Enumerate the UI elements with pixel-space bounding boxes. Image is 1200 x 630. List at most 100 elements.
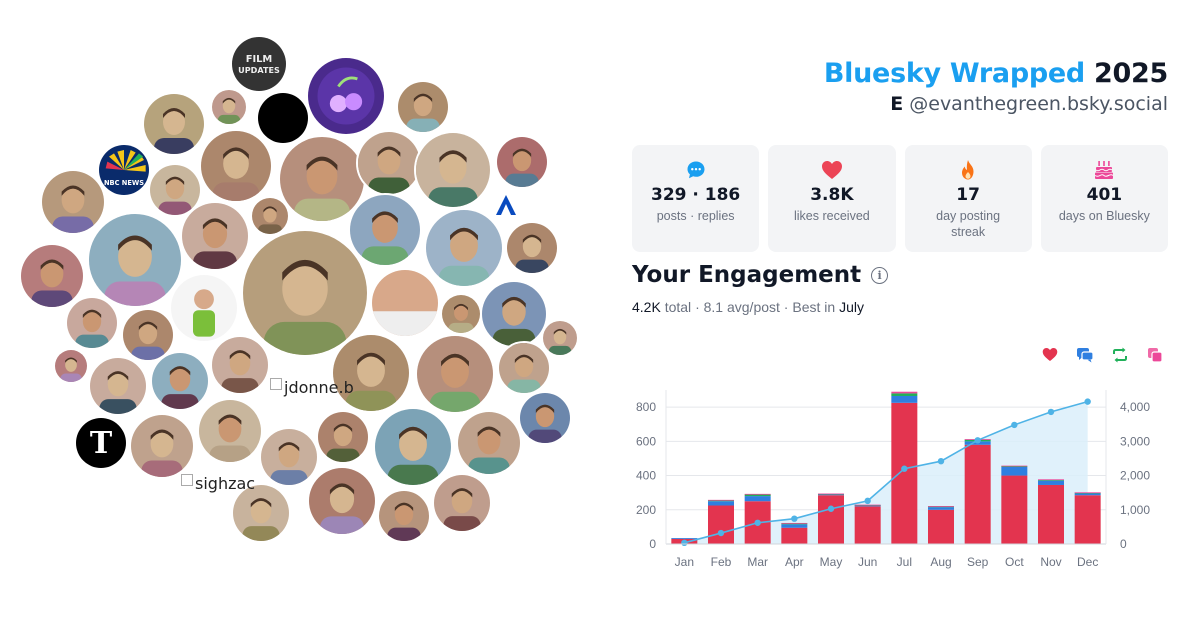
- avatar[interactable]: NBC NEWS: [97, 143, 151, 197]
- avatar[interactable]: [150, 351, 210, 411]
- avatar[interactable]: [348, 193, 422, 267]
- avatar[interactable]: [495, 135, 549, 189]
- stat-label: day posting streak: [936, 209, 1001, 239]
- avatar[interactable]: [415, 334, 495, 414]
- avatar[interactable]: [142, 92, 206, 156]
- avatar[interactable]: [373, 407, 453, 487]
- broken-avatar-label: jdonne.b: [270, 378, 354, 397]
- avatar[interactable]: [197, 398, 263, 464]
- bar-segment: [781, 523, 808, 525]
- replies-legend-toggle[interactable]: [1075, 347, 1095, 367]
- cumulative-point: [1084, 398, 1091, 405]
- profile-handle[interactable]: @evanthegreen.bsky.social: [909, 93, 1168, 115]
- avatar[interactable]: [210, 88, 248, 126]
- cumulative-point: [754, 519, 761, 526]
- avatar[interactable]: [377, 489, 431, 543]
- bar-segment: [744, 493, 771, 495]
- info-icon[interactable]: i: [871, 266, 889, 284]
- bar-segment: [1038, 479, 1064, 481]
- avatar[interactable]: [53, 348, 89, 384]
- stat-label: days on Bluesky: [1058, 209, 1150, 223]
- avatar[interactable]: [414, 131, 492, 209]
- likes-legend-toggle[interactable]: [1040, 347, 1060, 367]
- engagement-summary: 4.2K total · 8.1 avg/post · Best in July: [632, 299, 864, 315]
- avatar[interactable]: [40, 169, 106, 235]
- cumulative-point: [974, 437, 981, 444]
- heart-icon: [1042, 347, 1058, 367]
- avatar[interactable]: [129, 413, 195, 479]
- avatar[interactable]: [316, 410, 370, 464]
- avatar[interactable]: [505, 221, 559, 275]
- avatar[interactable]: [121, 308, 175, 362]
- avatar[interactable]: [370, 268, 440, 338]
- y2-tick-label: 0: [1120, 537, 1127, 551]
- avatar[interactable]: [541, 319, 579, 357]
- avatar[interactable]: [19, 243, 85, 309]
- bar-segment: [1001, 475, 1028, 544]
- brand-title: Bluesky Wrapped: [823, 58, 1085, 89]
- x-tick-label: Mar: [747, 555, 768, 569]
- avatar[interactable]: [518, 391, 572, 445]
- avatar[interactable]: [88, 356, 148, 416]
- avatar[interactable]: [432, 473, 492, 533]
- bar-segment: [818, 495, 844, 544]
- avatar[interactable]: [497, 341, 551, 395]
- avatar[interactable]: [480, 280, 548, 348]
- bar-segment: [708, 499, 734, 501]
- avatar[interactable]: [210, 335, 270, 395]
- bar-segment: [891, 393, 918, 396]
- avatar[interactable]: FILM UPDATES: [230, 35, 288, 93]
- avatar[interactable]: [331, 333, 411, 413]
- bar-segment: [928, 506, 954, 507]
- avatar[interactable]: [199, 129, 273, 203]
- cumulative-point: [901, 465, 908, 472]
- bar-segment: [928, 509, 954, 544]
- avatar[interactable]: [440, 293, 482, 335]
- avatar[interactable]: [356, 130, 422, 196]
- avatar[interactable]: [87, 212, 183, 308]
- reply-icon: [1076, 347, 1094, 368]
- avatar[interactable]: [278, 135, 366, 223]
- y2-tick-label: 3,000: [1120, 434, 1150, 448]
- repost-icon: [1111, 347, 1129, 368]
- x-tick-label: Jan: [675, 555, 694, 569]
- avatar[interactable]: [169, 273, 239, 343]
- avatar[interactable]: [456, 410, 522, 476]
- x-tick-label: Jul: [897, 555, 912, 569]
- brand-logo[interactable]: [494, 193, 518, 217]
- avatar[interactable]: [241, 229, 369, 357]
- reposts-legend-toggle[interactable]: [1110, 347, 1130, 367]
- x-tick-label: Sep: [967, 555, 989, 569]
- avatar[interactable]: [259, 427, 319, 487]
- bar-segment: [891, 402, 918, 544]
- avatar[interactable]: [148, 163, 202, 217]
- avatar[interactable]: [180, 201, 250, 271]
- x-tick-label: Aug: [930, 555, 951, 569]
- avatar[interactable]: [306, 56, 386, 136]
- avatar[interactable]: T: [74, 416, 128, 470]
- best-month: July: [839, 299, 864, 315]
- avatar[interactable]: [65, 296, 119, 350]
- engagement-title-text: Your Engagement: [632, 262, 862, 288]
- y2-tick-label: 4,000: [1120, 400, 1150, 414]
- bar-segment: [781, 524, 808, 528]
- avatar[interactable]: [396, 80, 450, 134]
- y-tick-label: 200: [636, 503, 656, 517]
- engagement-total: 4.2K: [632, 299, 661, 315]
- x-tick-label: Nov: [1040, 555, 1061, 569]
- avatar[interactable]: [231, 483, 291, 543]
- engagement-title: Your Engagement i: [632, 262, 889, 288]
- engagement-total-word: total: [664, 299, 692, 315]
- avatar[interactable]: [256, 91, 310, 145]
- avatar[interactable]: [424, 208, 504, 288]
- bar-segment: [928, 507, 954, 510]
- flame-icon: [905, 159, 1032, 181]
- quotes-legend-toggle[interactable]: [1145, 347, 1165, 367]
- stat-value: 329 · 186: [650, 185, 741, 205]
- quote-icon: [1147, 347, 1163, 368]
- stat-value: 17: [956, 185, 980, 205]
- bar-segment: [854, 506, 881, 544]
- bar-segment: [891, 391, 918, 394]
- avatar[interactable]: [250, 196, 290, 236]
- avatar[interactable]: [307, 466, 377, 536]
